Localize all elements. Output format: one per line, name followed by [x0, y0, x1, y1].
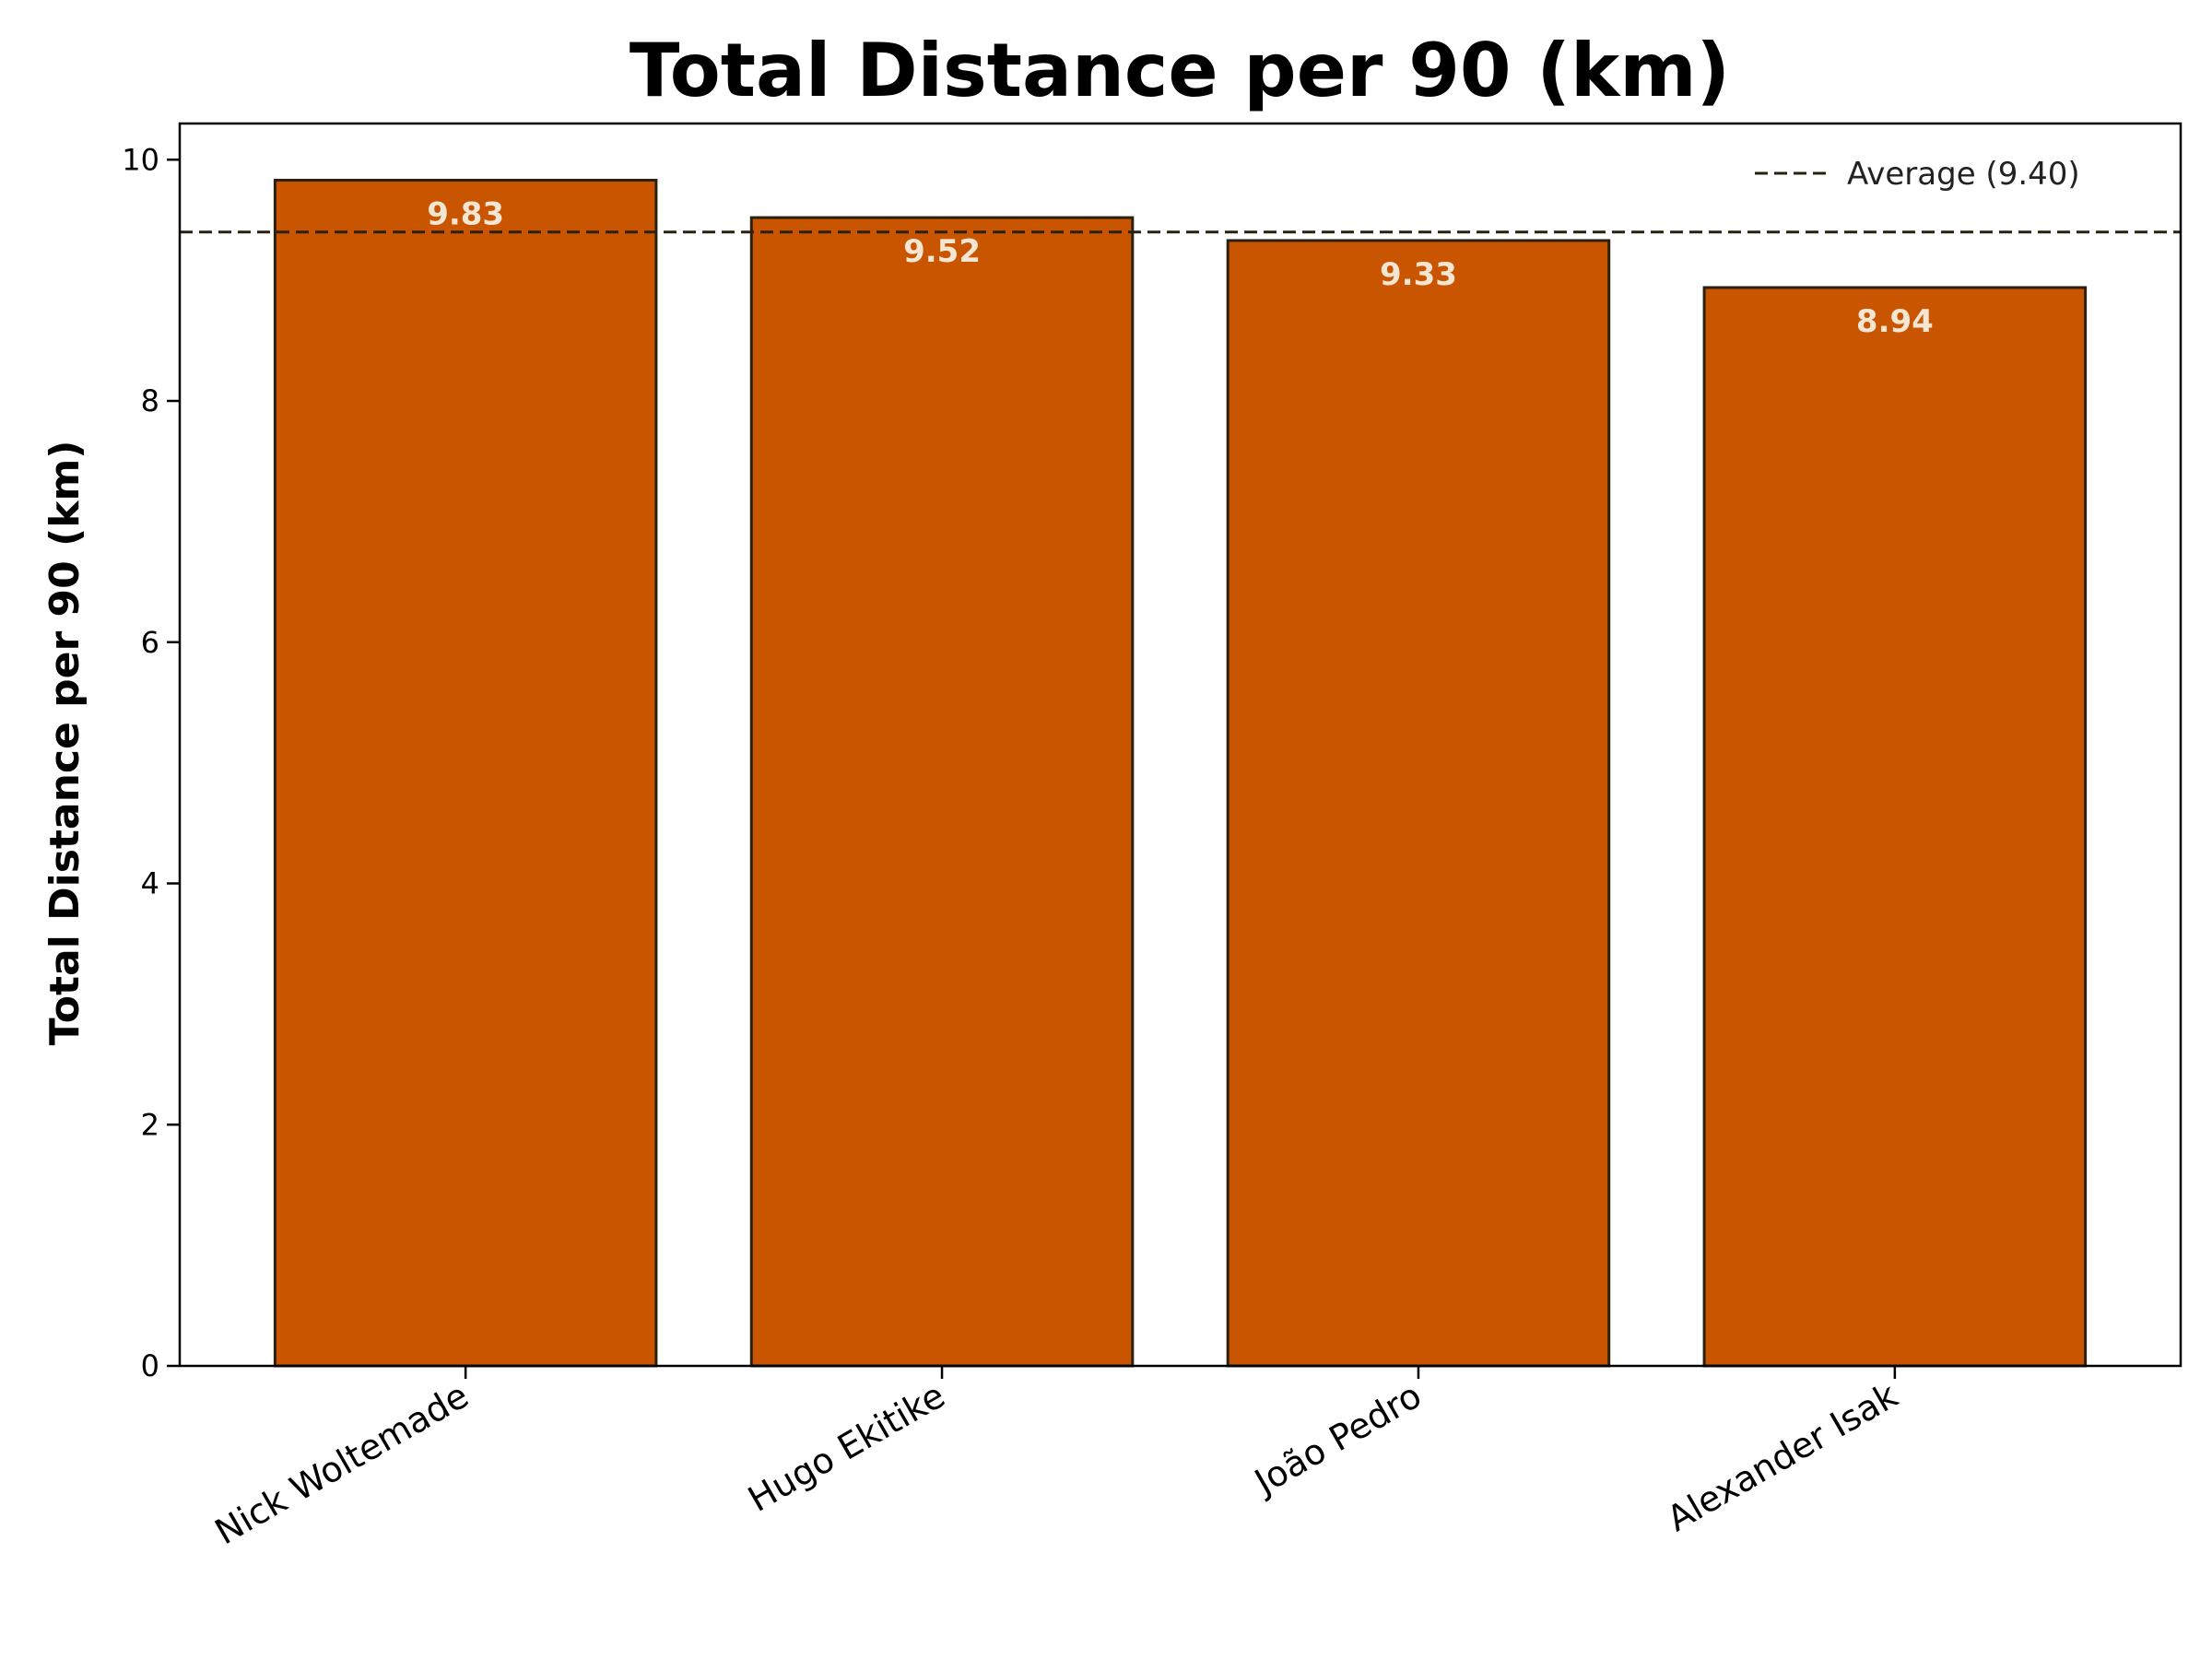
bar [273, 179, 658, 1368]
y-tick-label: 6 [141, 625, 159, 660]
bar [1702, 286, 2088, 1368]
y-tick-label: 8 [141, 383, 159, 418]
y-tick-label: 2 [141, 1107, 159, 1142]
bar-value-label: 9.33 [1380, 256, 1457, 293]
x-tick-label: João Pedro [1246, 1375, 1428, 1503]
y-tick-label: 0 [141, 1348, 159, 1383]
x-tick-label: Nick Woltemade [208, 1375, 476, 1553]
bar-value-label: 9.83 [427, 196, 504, 233]
chart-title: Total Distance per 90 (km) [629, 28, 1730, 113]
bar-value-label: 9.52 [903, 233, 981, 270]
x-tick-label: Alexander Isak [1660, 1375, 1904, 1539]
bar [1226, 239, 1611, 1368]
plot-area: 9.83 Nick Woltemade 9.52 Hugo Ekitike 9.33 Jo… [122, 122, 2183, 1553]
y-axis-label: Total Distance per 90 (km) [41, 441, 88, 1046]
plot-frame [178, 122, 2183, 1368]
bar [749, 216, 1135, 1368]
x-tick-label: Hugo Ekitike [741, 1375, 951, 1520]
bar-value-label: 8.94 [1856, 303, 1934, 340]
y-tick-label: 10 [122, 142, 159, 177]
legend-label: Average (9.40) [1847, 156, 2080, 193]
y-tick-label: 4 [141, 866, 159, 901]
